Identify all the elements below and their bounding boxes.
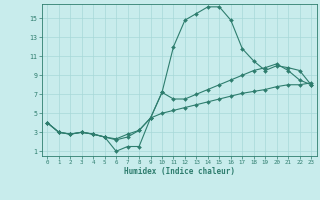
X-axis label: Humidex (Indice chaleur): Humidex (Indice chaleur): [124, 167, 235, 176]
